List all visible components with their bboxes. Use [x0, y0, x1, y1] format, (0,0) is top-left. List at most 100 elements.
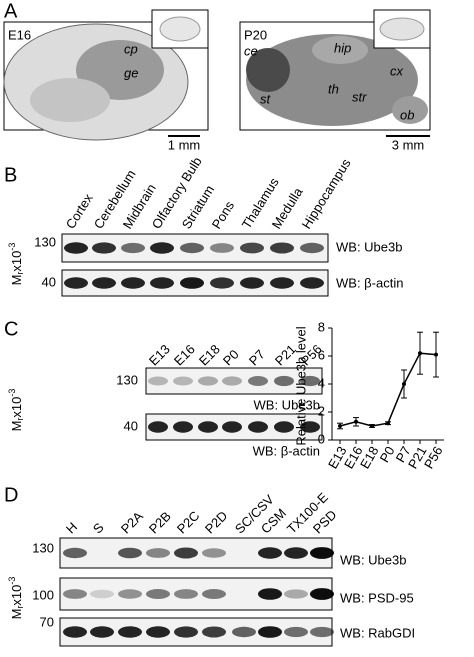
mr-label: Mrx10-3 [7, 577, 25, 620]
lane-label: Pons [209, 198, 238, 232]
panel-label: A [4, 0, 18, 22]
band [300, 375, 320, 387]
lane-label: E18 [196, 342, 223, 369]
mr-label: Mrx10-3 [7, 243, 25, 286]
band [148, 376, 168, 386]
region-label: cx [390, 63, 404, 78]
band [92, 242, 116, 254]
stage-label: P20 [244, 27, 267, 42]
mr-main: M [9, 275, 24, 286]
y-tick-label: 4 [318, 375, 325, 390]
x-tick-label: P7 [393, 444, 414, 465]
band [232, 626, 256, 638]
region-label: str [352, 89, 367, 104]
mr-sub: r [15, 272, 25, 275]
band [146, 548, 170, 558]
mr-main: M [9, 609, 24, 620]
blot-label: WB: Ube3b [336, 239, 402, 254]
panel-label: C [4, 318, 18, 340]
band [210, 243, 234, 253]
band [63, 589, 87, 599]
lane-label: P2B [146, 509, 174, 537]
band [173, 421, 193, 433]
band [222, 421, 242, 433]
y-tick-label: 2 [318, 403, 325, 418]
brain-region [312, 36, 368, 64]
band [248, 421, 268, 433]
mr-sup: -3 [7, 243, 17, 251]
band [202, 626, 226, 638]
marker-label: 40 [42, 274, 56, 289]
region-label: cp [124, 41, 138, 56]
band [198, 421, 218, 433]
panel-label: D [4, 484, 18, 506]
band [300, 277, 324, 289]
blot-label: WB: β-actin [336, 275, 403, 290]
mr-mid: x10 [9, 397, 24, 418]
region-label: ce [244, 43, 258, 58]
y-tick-label: 6 [318, 347, 325, 362]
brain-region [246, 48, 290, 92]
inset-image [159, 16, 201, 42]
point [434, 352, 438, 357]
mr-sub: r [15, 418, 25, 421]
point [418, 351, 422, 356]
blot-label: WB: Ube3b [254, 397, 320, 412]
blot-label: WB: β-actin [253, 443, 320, 458]
band [180, 277, 204, 289]
lane-label: S [90, 520, 107, 537]
marker-label: 40 [124, 418, 138, 433]
region-label: hip [334, 40, 351, 55]
band [310, 588, 334, 600]
marker-label: 100 [32, 587, 54, 602]
inset-image [379, 17, 425, 41]
band [300, 242, 324, 254]
scale-label: 1 mm [168, 137, 201, 152]
y-axis-label: Relative Ube3b level [293, 326, 308, 445]
lane-label: P7 [246, 347, 268, 369]
band [258, 588, 282, 600]
blot-label: WB: Ube3b [340, 552, 406, 567]
band [63, 547, 87, 559]
band [274, 375, 294, 387]
lane-label: P0 [220, 347, 242, 369]
brain-region [392, 96, 428, 124]
band [173, 376, 193, 386]
point [386, 421, 390, 426]
marker-label: 70 [40, 614, 54, 629]
band [90, 626, 114, 638]
band [148, 421, 168, 433]
band [210, 277, 234, 289]
region-label: st [260, 91, 272, 106]
band [310, 547, 334, 559]
band [284, 547, 308, 559]
marker-label: 130 [116, 372, 138, 387]
lane-label: P2A [118, 508, 146, 536]
band [174, 626, 198, 638]
band [121, 242, 145, 254]
band [198, 376, 218, 386]
marker-label: 130 [32, 540, 54, 555]
lane-label: E16 [171, 342, 198, 369]
point [338, 424, 342, 428]
band [270, 242, 294, 254]
mr-mid: x10 [9, 585, 24, 606]
blot-label: WB: RabGDI [340, 625, 415, 640]
band [258, 547, 282, 559]
band [146, 589, 170, 599]
lane-label: Hippocampus [299, 156, 354, 232]
band [63, 626, 87, 638]
band [150, 277, 174, 289]
scale-label: 3 mm [392, 137, 425, 152]
mr-sup: -3 [7, 577, 17, 585]
marker-label: 130 [34, 234, 56, 249]
stage-label: E16 [8, 27, 31, 42]
y-tick-label: 0 [318, 431, 325, 446]
band [202, 589, 226, 599]
mr-sub: r [15, 606, 25, 609]
band [118, 626, 142, 638]
panel-label: B [4, 164, 17, 186]
lane-label: P2D [202, 508, 230, 536]
x-tick-label: P0 [377, 444, 398, 465]
